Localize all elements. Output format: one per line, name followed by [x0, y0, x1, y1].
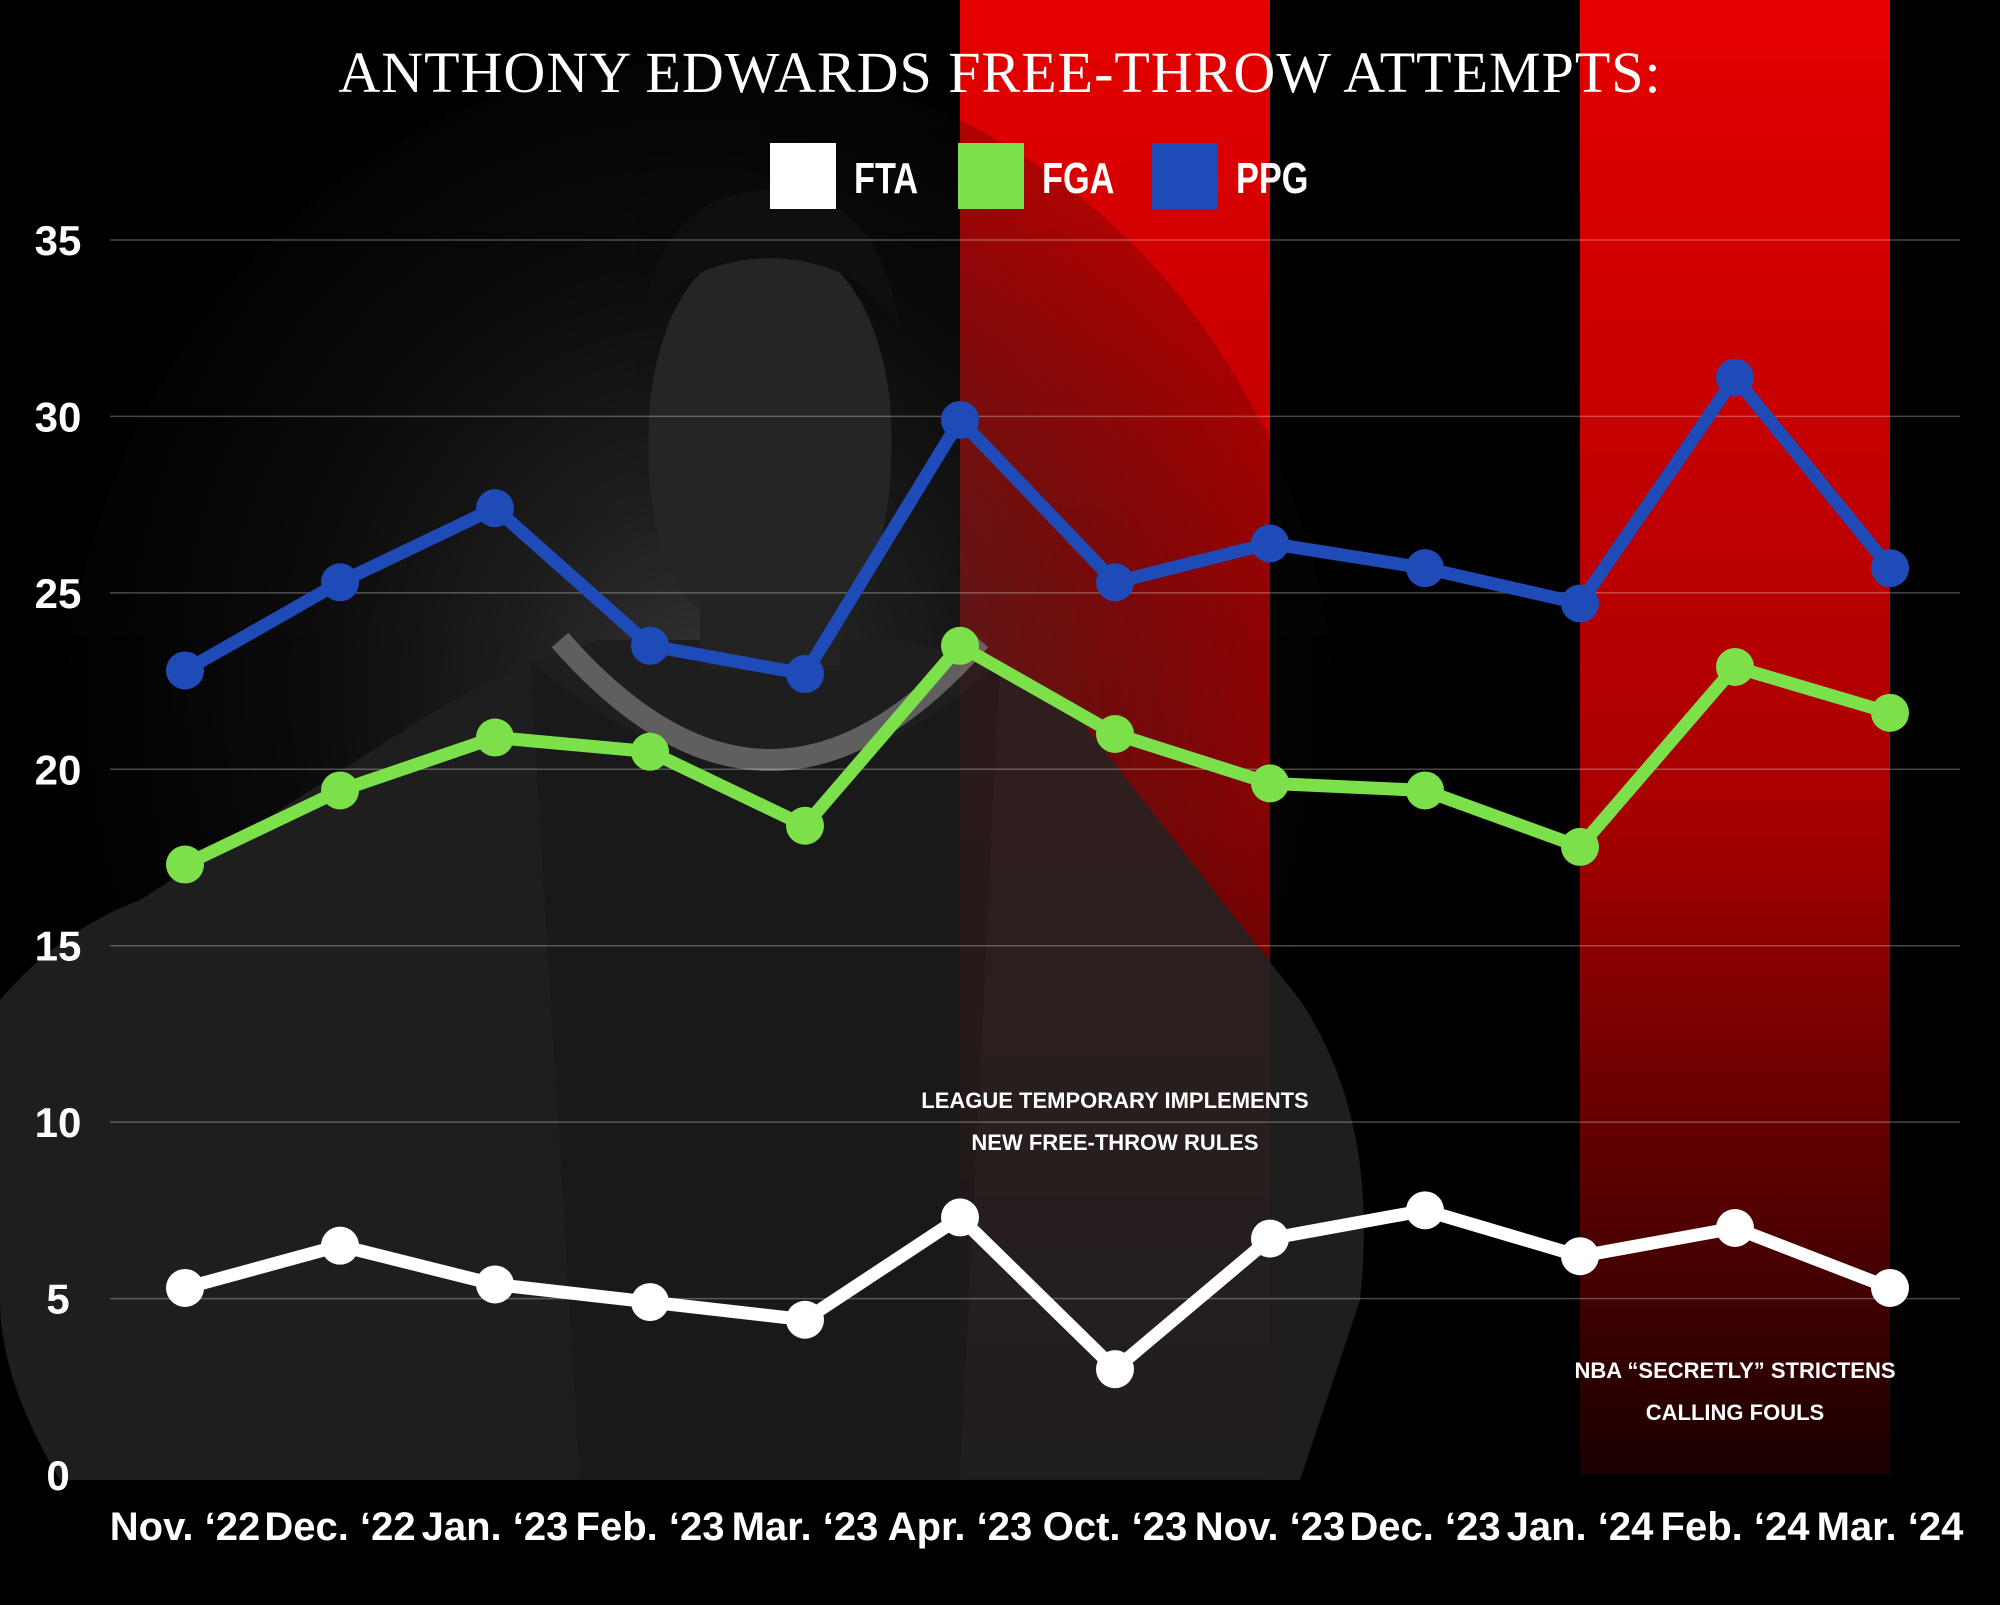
x-tick-label: Dec. ‘23: [1349, 1505, 1500, 1549]
data-point: [476, 718, 514, 757]
data-point: [1096, 1350, 1134, 1389]
data-point: [1716, 647, 1754, 686]
data-point: [1251, 764, 1289, 803]
x-tick-label: Apr. ‘23: [888, 1505, 1033, 1549]
y-tick-label: 30: [35, 393, 82, 440]
data-point: [1406, 771, 1444, 810]
data-point: [1561, 827, 1599, 866]
data-point: [166, 845, 204, 884]
data-point: [941, 400, 979, 439]
y-tick-label: 10: [35, 1099, 82, 1146]
data-point: [1871, 549, 1909, 588]
series-line-fga: [178, 639, 1897, 872]
y-tick-label: 20: [35, 746, 82, 793]
data-point: [1096, 563, 1134, 602]
x-tick-label: Feb. ‘23: [576, 1505, 725, 1549]
data-point: [476, 1265, 514, 1304]
series-group: [166, 358, 1909, 1389]
y-tick-label: 5: [46, 1276, 69, 1323]
data-point: [1716, 1209, 1754, 1247]
x-tick-label: Mar. ‘24: [1817, 1505, 1965, 1549]
legend-swatch-fga: [958, 143, 1024, 209]
legend-swatch-fta: [770, 143, 836, 209]
data-point: [941, 626, 979, 665]
data-point: [1561, 584, 1599, 623]
data-point: [1251, 1219, 1289, 1258]
data-point: [1406, 1191, 1444, 1230]
annotation-text: CALLING FOULS: [1646, 1400, 1824, 1425]
x-tick-label: Oct. ‘23: [1043, 1505, 1188, 1549]
chart-title: ANTHONY EDWARDS FREE-THROW ATTEMPTS:: [338, 40, 1661, 105]
y-axis: 0 5 10 15 20 25 30 35: [35, 217, 82, 1499]
legend: FTA FGA PPG: [770, 143, 1308, 209]
x-axis: Nov. ‘22 Dec. ‘22 Jan. ‘23 Feb. ‘23 Mar. ‘23…: [110, 1505, 1964, 1549]
data-point: [1096, 715, 1134, 753]
annotations: LEAGUE TEMPORARY IMPLEMENTS NEW FREE-THRO…: [921, 1088, 1895, 1425]
series-ppg: [166, 358, 1909, 694]
data-point: [476, 489, 514, 528]
data-point: [1251, 524, 1289, 563]
x-tick-label: Mar. ‘23: [732, 1505, 879, 1549]
data-point: [786, 655, 824, 694]
data-point: [1716, 358, 1754, 397]
y-tick-label: 0: [46, 1452, 69, 1499]
data-point: [166, 1268, 204, 1307]
series-fga: [166, 626, 1909, 884]
data-point: [1871, 693, 1909, 732]
legend-label-ppg: PPG: [1236, 154, 1308, 203]
y-tick-label: 15: [35, 923, 82, 970]
x-tick-label: Jan. ‘23: [422, 1505, 569, 1549]
annotation-text: NEW FREE-THROW RULES: [971, 1130, 1258, 1155]
data-point: [321, 771, 359, 810]
data-point: [166, 651, 204, 690]
series-line-ppg: [178, 371, 1897, 681]
data-point: [941, 1198, 979, 1237]
data-point: [321, 1226, 359, 1265]
x-tick-label: Nov. ‘23: [1195, 1505, 1345, 1549]
legend-label-fga: FGA: [1042, 154, 1114, 203]
x-tick-label: Dec. ‘22: [264, 1505, 415, 1549]
data-point: [1561, 1237, 1599, 1276]
data-point: [786, 1300, 824, 1339]
x-tick-label: Nov. ‘22: [110, 1505, 260, 1549]
data-point: [321, 563, 359, 602]
annotation-text: NBA “SECRETLY” STRICTENS: [1574, 1358, 1895, 1383]
x-tick-label: Jan. ‘24: [1507, 1505, 1655, 1549]
data-point: [631, 626, 669, 665]
series-fta: [166, 1191, 1909, 1389]
data-point: [631, 1283, 669, 1322]
y-tick-label: 35: [35, 217, 82, 264]
legend-label-fta: FTA: [854, 154, 918, 203]
y-tick-label: 25: [35, 570, 82, 617]
data-point: [1871, 1268, 1909, 1307]
annotation-text: LEAGUE TEMPORARY IMPLEMENTS: [921, 1088, 1308, 1113]
series-line-fta: [178, 1203, 1897, 1376]
x-tick-label: Feb. ‘24: [1661, 1505, 1811, 1549]
data-point: [631, 732, 669, 771]
legend-swatch-ppg: [1152, 143, 1218, 209]
data-point: [786, 806, 824, 845]
data-point: [1406, 549, 1444, 588]
